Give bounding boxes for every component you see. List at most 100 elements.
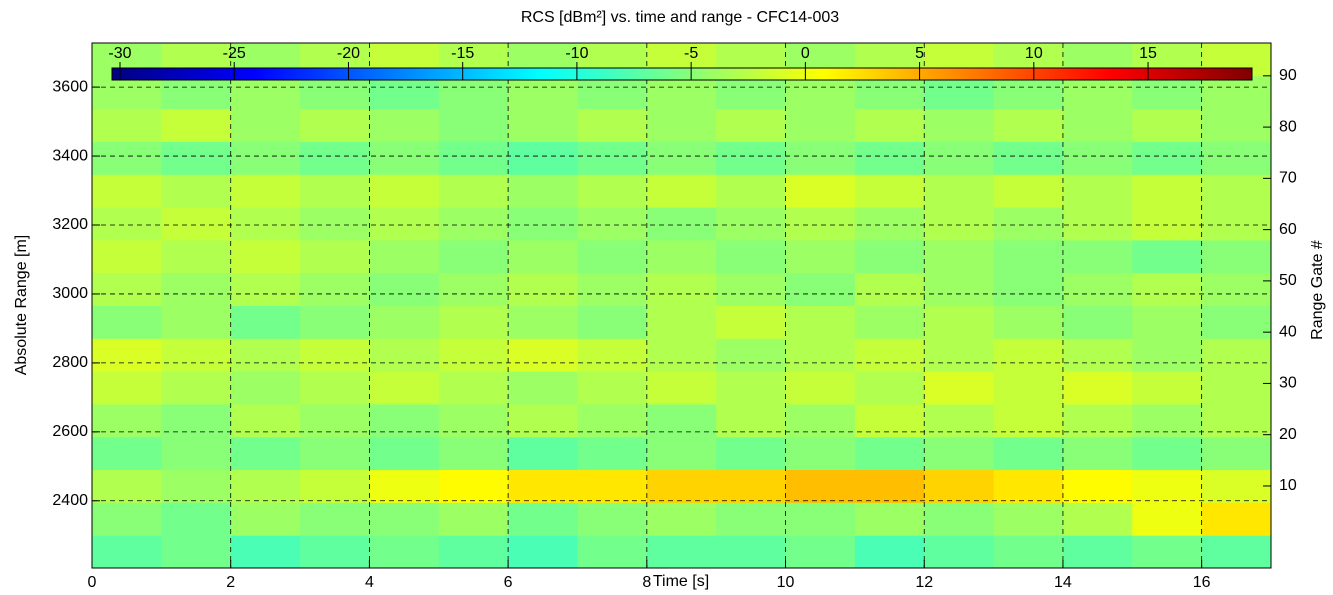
- y-tick-label: 2600: [52, 423, 88, 440]
- cell: [508, 239, 578, 274]
- cell: [1201, 108, 1272, 142]
- cell: [438, 403, 509, 438]
- colorbar: [111, 67, 1253, 81]
- cell: [161, 239, 232, 274]
- x-tick-label: 14: [1054, 574, 1072, 591]
- cell: [854, 272, 925, 306]
- cell: [924, 469, 995, 503]
- cell: [508, 338, 578, 372]
- y2-tick-label: 10: [1279, 477, 1297, 494]
- cell: [508, 371, 578, 405]
- cell: [1062, 141, 1133, 175]
- cell: [438, 436, 509, 471]
- cell: [854, 502, 925, 536]
- cell: [785, 535, 856, 569]
- cell: [369, 207, 440, 241]
- y2-tick-label: 40: [1279, 323, 1297, 340]
- cell: [785, 75, 856, 110]
- cell: [716, 108, 787, 142]
- cell: [161, 174, 232, 208]
- cell: [716, 239, 787, 274]
- y2-tick-label: 70: [1279, 170, 1297, 187]
- cell: [924, 535, 995, 569]
- cell: [161, 305, 232, 339]
- cell: [300, 239, 370, 274]
- cell: [438, 141, 509, 175]
- cell: [854, 371, 925, 405]
- y2-tick-label: 60: [1279, 221, 1297, 238]
- cell: [646, 239, 717, 274]
- cell: [577, 403, 648, 438]
- cell: [577, 239, 648, 274]
- cell: [438, 338, 509, 372]
- cell: [716, 371, 787, 405]
- cell: [924, 338, 995, 372]
- cell: [1062, 108, 1133, 142]
- cell: [1201, 174, 1272, 208]
- cell: [716, 305, 787, 339]
- heatmap: [92, 43, 1272, 569]
- cell: [646, 502, 717, 536]
- cell: [785, 239, 856, 274]
- cell: [924, 502, 995, 536]
- cell: [1132, 108, 1203, 142]
- colorbar-tick-label: -20: [337, 45, 360, 62]
- x-tick-label: 4: [365, 574, 374, 591]
- cell: [438, 174, 509, 208]
- cell: [646, 305, 717, 339]
- colorbar-tick-label: -25: [223, 45, 246, 62]
- cell: [993, 371, 1064, 405]
- cell: [161, 502, 232, 536]
- cell: [1201, 436, 1272, 471]
- colorbar-tick-label: -30: [108, 45, 131, 62]
- cell: [508, 436, 578, 471]
- cell: [508, 535, 578, 569]
- cell: [300, 108, 370, 142]
- cell: [1062, 174, 1133, 208]
- cell: [1062, 371, 1133, 405]
- cell: [300, 469, 370, 503]
- cell: [161, 141, 232, 175]
- cell: [716, 502, 787, 536]
- cell: [785, 272, 856, 306]
- cell: [785, 305, 856, 339]
- x-tick-label: 10: [777, 574, 795, 591]
- cell: [1132, 371, 1203, 405]
- cell: [369, 272, 440, 306]
- cell: [438, 108, 509, 142]
- y2-tick-label: 20: [1279, 426, 1297, 443]
- cell: [785, 502, 856, 536]
- cell: [438, 469, 509, 503]
- cell: [369, 338, 440, 372]
- cell: [92, 75, 162, 110]
- cell: [785, 436, 856, 471]
- cell: [1132, 75, 1203, 110]
- cell: [993, 436, 1064, 471]
- cell: [1062, 502, 1133, 536]
- cell: [230, 239, 301, 274]
- cell: [577, 141, 648, 175]
- cell: [1201, 535, 1272, 569]
- cell: [716, 207, 787, 241]
- cell: [161, 403, 232, 438]
- chart-title: RCS [dBm²] vs. time and range - CFC14-00…: [521, 9, 839, 26]
- colorbar-tick-label: -5: [684, 45, 698, 62]
- cell: [1132, 469, 1203, 503]
- cell: [92, 239, 162, 274]
- cell: [369, 239, 440, 274]
- cell: [230, 108, 301, 142]
- cell: [854, 436, 925, 471]
- cell: [438, 502, 509, 536]
- cell: [369, 469, 440, 503]
- cell: [438, 239, 509, 274]
- cell: [300, 502, 370, 536]
- cell: [577, 305, 648, 339]
- cell: [854, 239, 925, 274]
- cell: [577, 272, 648, 306]
- cell: [508, 305, 578, 339]
- cell: [924, 141, 995, 175]
- cell: [508, 141, 578, 175]
- cell: [924, 436, 995, 471]
- cell: [1062, 305, 1133, 339]
